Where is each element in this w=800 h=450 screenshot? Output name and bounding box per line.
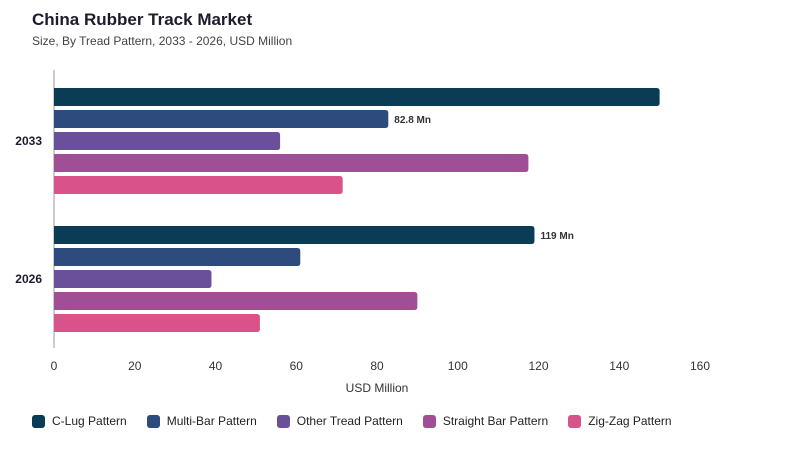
legend: C-Lug Pattern Multi-Bar Pattern Other Trea… [32, 414, 672, 428]
chart-title: China Rubber Track Market [32, 10, 253, 29]
x-tick-label: 120 [528, 359, 548, 373]
bar-2026-4 [54, 314, 260, 332]
legend-swatch [422, 414, 436, 428]
x-tick-label: 80 [370, 359, 384, 373]
legend-swatch [32, 414, 45, 428]
bar-2026-1 [54, 248, 301, 266]
legend-label: Straight Bar Pattern [442, 414, 549, 428]
x-tick-label: 100 [448, 359, 468, 373]
bar-2033-1 [54, 110, 389, 128]
legend-swatch [568, 414, 582, 428]
x-tick-label: 160 [690, 359, 710, 373]
data-label-2026-0: 119 Mn [540, 231, 573, 242]
legend-swatch [276, 414, 290, 428]
bar-2026-2 [54, 270, 212, 288]
legend-label: C-Lug Pattern [52, 414, 127, 428]
data-label-2033-1: 82.8 Mn [394, 115, 431, 126]
category-label-2033: 2033 [15, 134, 42, 148]
bar-2033-3 [54, 154, 529, 172]
legend-item-0: C-Lug Pattern [32, 414, 127, 428]
bar-2033-0 [54, 88, 660, 106]
category-label-2026: 2026 [15, 272, 42, 286]
legend-label: Multi-Bar Pattern [166, 414, 257, 428]
x-tick-label: 20 [128, 359, 142, 373]
x-tick-label: 0 [51, 359, 58, 373]
chart-subtitle: Size, By Tread Pattern, 2033 - 2026, USD… [32, 34, 293, 48]
legend-item-3: Straight Bar Pattern [422, 414, 549, 428]
x-axis-title: USD Million [346, 381, 409, 395]
legend-item-1: Multi-Bar Pattern [146, 414, 257, 428]
bar-2026-0 [54, 226, 535, 244]
legend-label: Other Tread Pattern [296, 414, 403, 428]
x-tick-label: 140 [609, 359, 629, 373]
x-tick-label: 40 [209, 359, 223, 373]
bar-2033-2 [54, 132, 281, 150]
x-tick-label: 60 [290, 359, 304, 373]
legend-item-4: Zig-Zag Pattern [568, 414, 672, 428]
bar-2033-4 [54, 176, 343, 194]
legend-item-2: Other Tread Pattern [276, 414, 403, 428]
legend-swatch [146, 414, 160, 428]
bar-2026-3 [54, 292, 418, 310]
legend-label: Zig-Zag Pattern [588, 414, 672, 428]
